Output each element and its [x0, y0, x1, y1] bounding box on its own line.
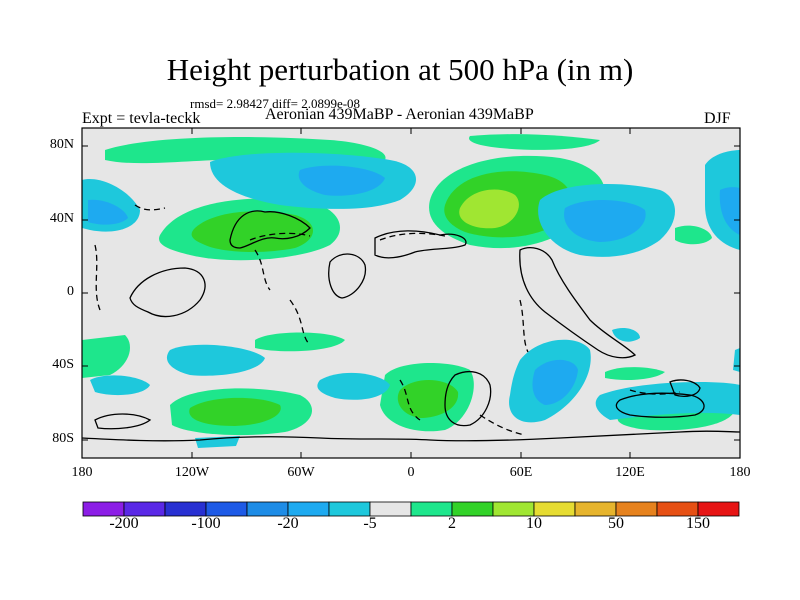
- colorbar-swatch: [656, 501, 699, 517]
- colorbar-swatch: [123, 501, 166, 517]
- colorbar-label: 2: [448, 515, 456, 532]
- colorbar: [82, 501, 740, 517]
- colorbar-swatch: [615, 501, 658, 517]
- lat-tick-label: 40N: [49, 211, 74, 226]
- colorbar-label: 150: [686, 515, 710, 532]
- lon-tick-label: 120W: [174, 465, 210, 480]
- colorbar-label: 10: [526, 515, 542, 532]
- experiment-label: Expt = tevla-teckk: [82, 110, 201, 127]
- colorbar-swatch: [287, 501, 330, 517]
- negative-anomaly-regions: [82, 150, 740, 448]
- colorbar-label: -20: [277, 515, 299, 532]
- period-label: Aeronian 439MaBP - Aeronian 439MaBP: [265, 106, 534, 123]
- colorbar-swatch: [410, 501, 453, 517]
- colorbar-swatch: [574, 501, 617, 517]
- colorbar-swatch: [246, 501, 289, 517]
- colorbar-swatch: [533, 501, 576, 517]
- lon-tick-label: 60E: [509, 465, 533, 480]
- lat-tick-label: 40S: [52, 357, 74, 372]
- continent-outlines: [82, 210, 740, 442]
- lon-tick-label: 0: [407, 465, 415, 480]
- lat-tick-label: 80S: [52, 431, 74, 446]
- colorbar-swatch: [369, 501, 412, 517]
- season-label: DJF: [704, 110, 731, 127]
- lon-tick-label: 60W: [287, 465, 315, 480]
- colorbar-swatch: [492, 501, 535, 517]
- colorbar-label: -200: [109, 515, 139, 532]
- colorbar-swatch: [164, 501, 207, 517]
- lat-tick-label: 80N: [49, 137, 74, 152]
- lon-tick-label: 180: [729, 465, 751, 480]
- colorbar-label: -100: [191, 515, 221, 532]
- lon-tick-label: 180: [71, 465, 93, 480]
- stats-label: rmsd= 2.98427 diff= 2.0899e-08: [190, 96, 361, 111]
- figure-title: Height perturbation at 500 hPa (in m): [166, 52, 634, 87]
- colorbar-swatch: [697, 501, 740, 517]
- colorbar-swatch: [205, 501, 248, 517]
- colorbar-swatch: [451, 501, 494, 517]
- axis-ticks: [81, 128, 741, 458]
- lon-tick-label: 120E: [615, 465, 645, 480]
- colorbar-swatch: [328, 501, 371, 517]
- lat-tick-label: 0: [67, 284, 74, 299]
- colorbar-label: -5: [363, 515, 377, 532]
- coastline-dashes: [94, 204, 681, 436]
- colorbar-swatch: [82, 501, 125, 517]
- colorbar-label: 50: [608, 515, 624, 532]
